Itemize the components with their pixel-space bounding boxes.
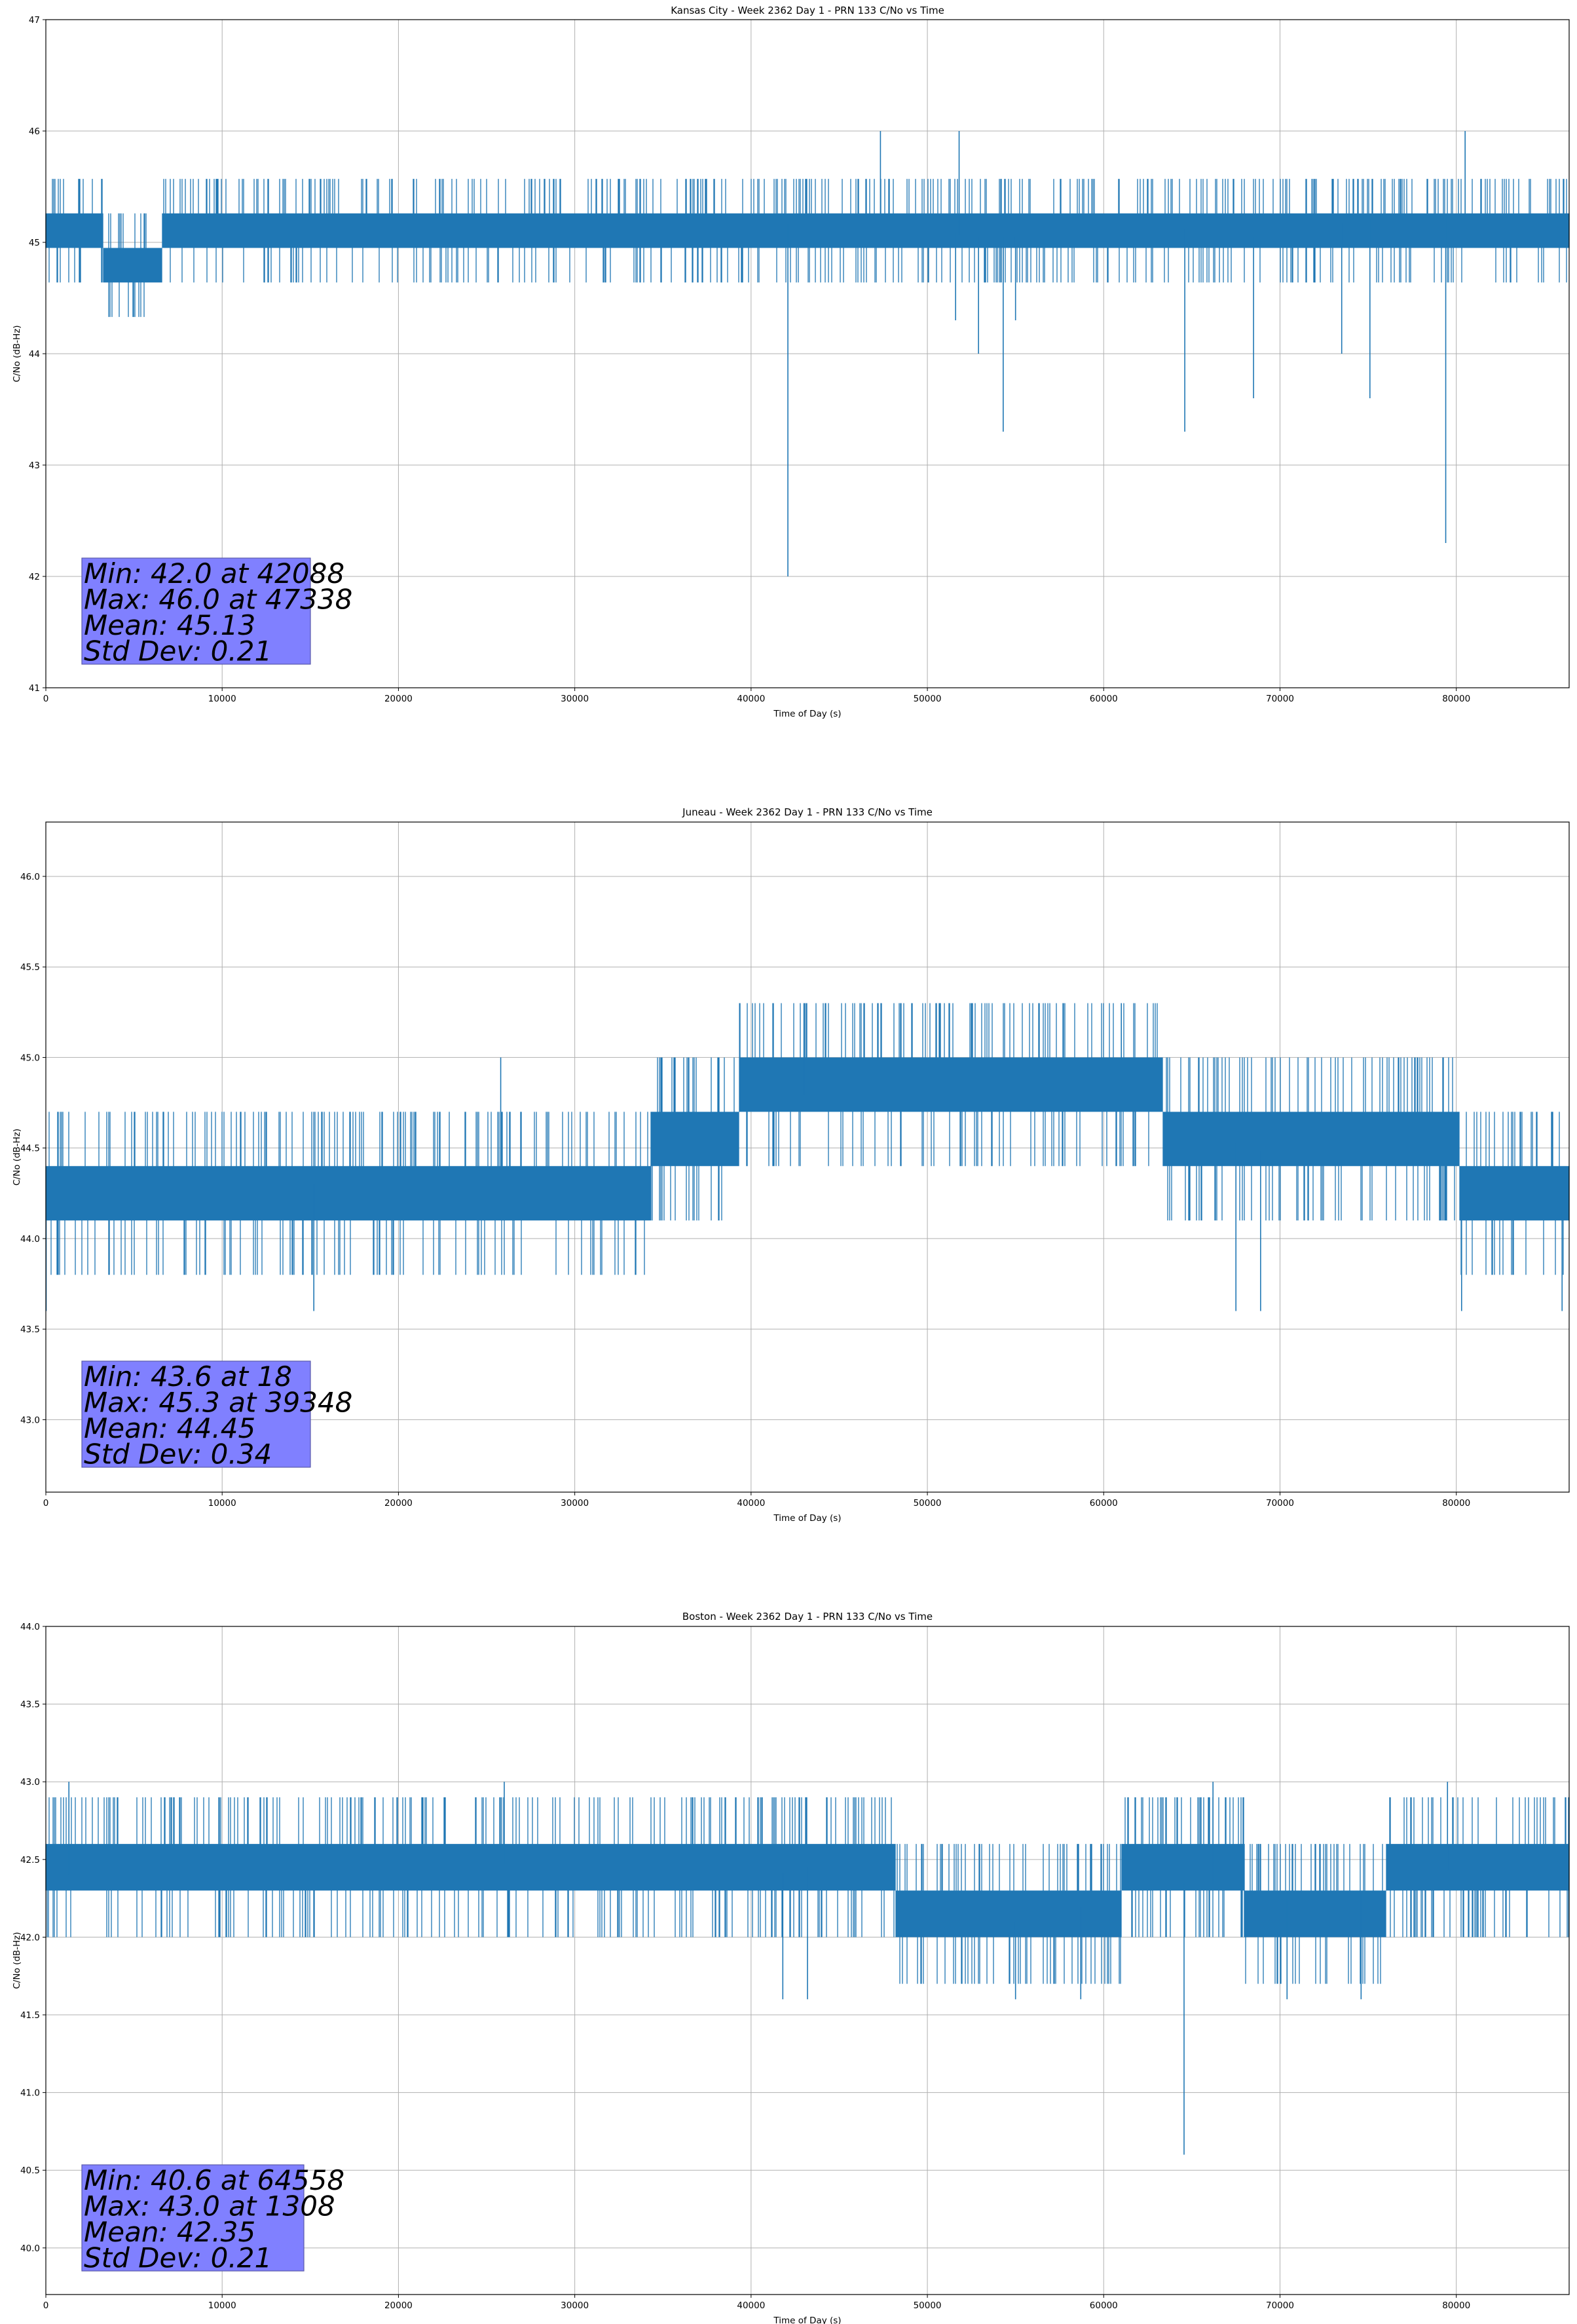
stats-std: Std Dev: 0.34 [84, 1438, 272, 1471]
axes-frame [45, 1626, 1570, 2295]
chart-panel-boston: 0 10000 20000 30000 40000 50000 60000 70000 8000… [12, 1611, 1570, 2324]
x-tick-label: 30000 [561, 694, 589, 704]
y-tick-label: 41.0 [20, 2088, 40, 2099]
x-tick-label: 20000 [384, 2300, 413, 2311]
stats-max: Max: 45.3 at 39348 [84, 1387, 352, 1419]
y-tick-label: 43.5 [20, 1324, 40, 1335]
x-tick-label: 70000 [1266, 694, 1294, 704]
x-tick-label: 80000 [1442, 1498, 1470, 1509]
y-tick-label: 42.5 [20, 1855, 40, 1865]
y-tick-label: 42.0 [20, 1932, 40, 1943]
y-tick-label: 40.0 [20, 2243, 40, 2254]
x-tick-label: 30000 [561, 1498, 589, 1509]
stats-mean: Mean: 45.13 [84, 609, 255, 641]
y-tick-label: 46.0 [20, 872, 40, 882]
y-axis-label: C/No (dB-Hz) [12, 1932, 22, 1989]
x-tick-label: 40000 [737, 2300, 765, 2311]
y-tick-label: 44.0 [20, 1622, 40, 1632]
stats-max: Max: 43.0 at 1308 [84, 2190, 335, 2222]
stats-min: Min: 40.6 at 64558 [84, 2164, 344, 2196]
x-tick-label: 70000 [1266, 1498, 1294, 1509]
x-tick-label: 50000 [914, 1498, 942, 1509]
y-tick-label: 44.5 [20, 1144, 40, 1154]
y-tick-label: 41 [29, 683, 40, 694]
x-tick-label: 50000 [914, 2300, 942, 2311]
y-tick-label: 45 [29, 238, 40, 248]
y-axis-label: C/No (dB-Hz) [12, 325, 22, 382]
y-tick-label: 41.5 [20, 2010, 40, 2021]
x-tick-label: 10000 [208, 2300, 236, 2311]
x-tick-label: 10000 [208, 694, 236, 704]
x-tick-label: 0 [43, 1498, 49, 1509]
y-tick-label: 45.0 [20, 1053, 40, 1063]
stats-mean: Mean: 42.35 [84, 2216, 255, 2248]
chart-title: Juneau - Week 2362 Day 1 - PRN 133 C/No … [682, 806, 933, 818]
x-tick-label: 60000 [1090, 1498, 1118, 1509]
y-tick-label: 45.5 [20, 962, 40, 973]
y-tick-label: 46 [29, 126, 40, 137]
x-tick-label: 10000 [208, 1498, 236, 1509]
stats-std: Std Dev: 0.21 [84, 635, 272, 667]
stats-min: Min: 43.6 at 18 [84, 1360, 292, 1393]
stats-mean: Mean: 44.45 [84, 1412, 255, 1444]
y-tick-label: 47 [29, 15, 40, 26]
chart-panel-kansas-city: 0 10000 20000 30000 40000 50000 60000 70000 8000… [12, 5, 1570, 719]
chart-title: Kansas City - Week 2362 Day 1 - PRN 133 … [671, 5, 944, 16]
stats-box-background [81, 1360, 311, 1468]
x-tick-label: 0 [43, 2300, 49, 2311]
y-tick-label: 44 [29, 349, 40, 360]
x-tick-label: 60000 [1090, 2300, 1118, 2311]
y-tick-label: 40.5 [20, 2165, 40, 2176]
y-axis-label: C/No (dB-Hz) [12, 1129, 22, 1186]
x-tick-label: 0 [43, 694, 49, 704]
x-tick-label: 60000 [1090, 694, 1118, 704]
y-tick-label: 44.0 [20, 1234, 40, 1245]
x-tick-label: 80000 [1442, 694, 1470, 704]
y-tick-label: 43.0 [20, 1415, 40, 1425]
axes-frame [45, 821, 1570, 1493]
x-tick-label: 20000 [384, 694, 413, 704]
stats-min: Min: 42.0 at 42088 [84, 557, 344, 590]
y-tick-label: 43.0 [20, 1777, 40, 1788]
stats-box-background [81, 2164, 305, 2272]
chart-panel-juneau: 0 10000 20000 30000 40000 50000 60000 70000 8000… [12, 806, 1570, 1524]
x-tick-label: 80000 [1442, 2300, 1470, 2311]
x-tick-label: 40000 [737, 1498, 765, 1509]
x-tick-label: 30000 [561, 2300, 589, 2311]
y-tick-label: 43 [29, 460, 40, 471]
x-tick-label: 50000 [914, 694, 942, 704]
x-axis-label: Time of Day (s) [773, 1513, 841, 1524]
x-tick-label: 20000 [384, 1498, 413, 1509]
y-tick-label: 43.5 [20, 1700, 40, 1710]
chart-title: Boston - Week 2362 Day 1 - PRN 133 C/No … [682, 1611, 933, 1622]
x-tick-label: 40000 [737, 694, 765, 704]
stats-box-background [81, 557, 311, 665]
stats-std: Std Dev: 0.21 [84, 2242, 272, 2274]
x-tick-label: 70000 [1266, 2300, 1294, 2311]
x-axis-label: Time of Day (s) [773, 2315, 841, 2324]
y-tick-label: 42 [29, 572, 40, 582]
x-axis-label: Time of Day (s) [773, 709, 841, 719]
stats-max: Max: 46.0 at 47338 [84, 584, 352, 616]
